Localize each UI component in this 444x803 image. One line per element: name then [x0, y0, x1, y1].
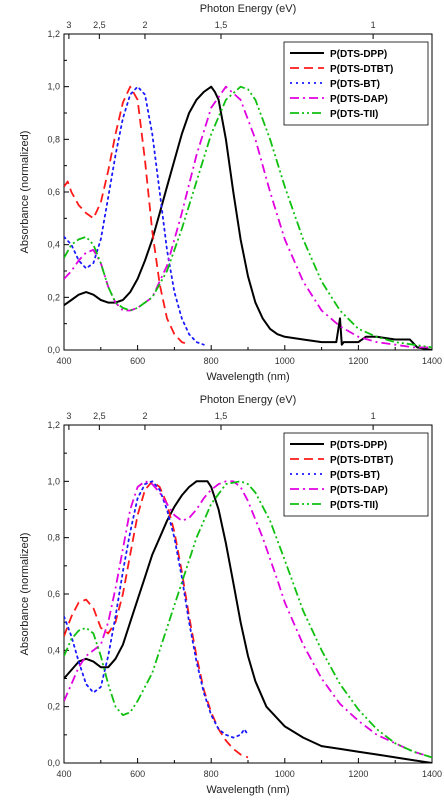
y-tick-label: 1,2 — [47, 420, 60, 430]
y-tick-label: 0,4 — [47, 240, 60, 250]
legend-entry: P(DTS-DAP) — [330, 94, 388, 105]
x2-tick-label: 2,5 — [93, 20, 106, 30]
y-tick-label: 0,8 — [47, 533, 60, 543]
chart-top: 400 600 800 1000 1200 1400 0,0 0,2 0,4 0,6 0,8 1,0 1… — [19, 3, 442, 383]
legend: P(DTS-DPP) P(DTS-DTBT) P(DTS-BT) P(DTS-DAP)… — [283, 41, 429, 126]
series-group — [64, 480, 432, 763]
y-tick-label: 1,2 — [47, 29, 60, 39]
y-tick-label: 0,8 — [47, 134, 60, 144]
chart-bottom: 400 600 800 1000 1200 1400 0,0 0,2 0,4 0,6 0,8 1,0 1… — [19, 394, 442, 796]
x2-tick-label: 3 — [66, 20, 71, 30]
legend: P(DTS-DPP) P(DTS-DTBT) P(DTS-BT) P(DTS-DAP)… — [283, 432, 429, 517]
x-tick-label: 600 — [130, 769, 145, 779]
x2-axis-label: Photon Energy (eV) — [200, 3, 297, 15]
legend-entry: P(DTS-DAP) — [330, 485, 388, 496]
x2-tick-label: 1,5 — [215, 20, 228, 30]
x-tick-label: 1200 — [348, 769, 368, 779]
x-tick-label: 600 — [130, 356, 145, 366]
legend-entry: P(DTS-TII) — [330, 500, 378, 511]
legend-entry: P(DTS-DTBT) — [330, 64, 393, 75]
legend-entry: P(DTS-DPP) — [330, 49, 387, 60]
x-axis-label: Wavelength (nm) — [206, 371, 289, 383]
series-line-p-dts-dpp — [64, 480, 432, 763]
legend-entry: P(DTS-TII) — [330, 109, 378, 120]
x2-tick-label: 2 — [142, 411, 147, 421]
y-tick-label: 0,0 — [47, 345, 60, 355]
x-tick-label: 1000 — [275, 356, 295, 366]
x-tick-label: 800 — [204, 769, 219, 779]
y-tick-label: 1,0 — [47, 476, 60, 486]
y-tick-label: 0,6 — [47, 187, 60, 197]
x-tick-label: 1000 — [275, 769, 295, 779]
series-line-p-dts-bt — [64, 480, 249, 739]
y-axis-label: Absorbance (normalized) — [19, 131, 31, 254]
x2-tick-label: 1,5 — [215, 411, 228, 421]
legend-entry: P(DTS-DPP) — [330, 440, 387, 451]
x-tick-label: 800 — [204, 356, 219, 366]
y-tick-label: 0,2 — [47, 292, 60, 302]
series-line-p-dts-dpp — [64, 85, 432, 350]
y-tick-label: 1,0 — [47, 82, 60, 92]
y-tick-label: 0,2 — [47, 702, 60, 712]
series-group — [64, 85, 432, 350]
x2-tick-label: 3 — [66, 411, 71, 421]
x2-tick-label: 1 — [371, 411, 376, 421]
legend-entry: P(DTS-DTBT) — [330, 455, 393, 466]
x2-tick-label: 1 — [371, 20, 376, 30]
x-tick-label: 1400 — [422, 769, 442, 779]
x-tick-label: 400 — [56, 356, 71, 366]
legend-entry: P(DTS-BT) — [330, 470, 380, 481]
y-axis-label: Absorbance (normalized) — [19, 533, 31, 656]
legend-entry: P(DTS-BT) — [330, 79, 380, 90]
x2-tick-label: 2,5 — [93, 411, 106, 421]
x-axis-label: Wavelength (nm) — [206, 784, 289, 796]
y-tick-label: 0,6 — [47, 589, 60, 599]
x-tick-label: 1200 — [348, 356, 368, 366]
y-tick-label: 0,4 — [47, 645, 60, 655]
x2-tick-label: 2 — [142, 20, 147, 30]
x-tick-label: 1400 — [422, 356, 442, 366]
x2-axis-label: Photon Energy (eV) — [200, 394, 297, 406]
series-line-p-dts-tii — [64, 480, 432, 759]
series-line-p-dts-dtbt — [64, 480, 249, 759]
series-line-p-dts-dtbt — [64, 85, 190, 346]
y-tick-label: 0,0 — [47, 758, 60, 768]
x-tick-label: 400 — [56, 769, 71, 779]
